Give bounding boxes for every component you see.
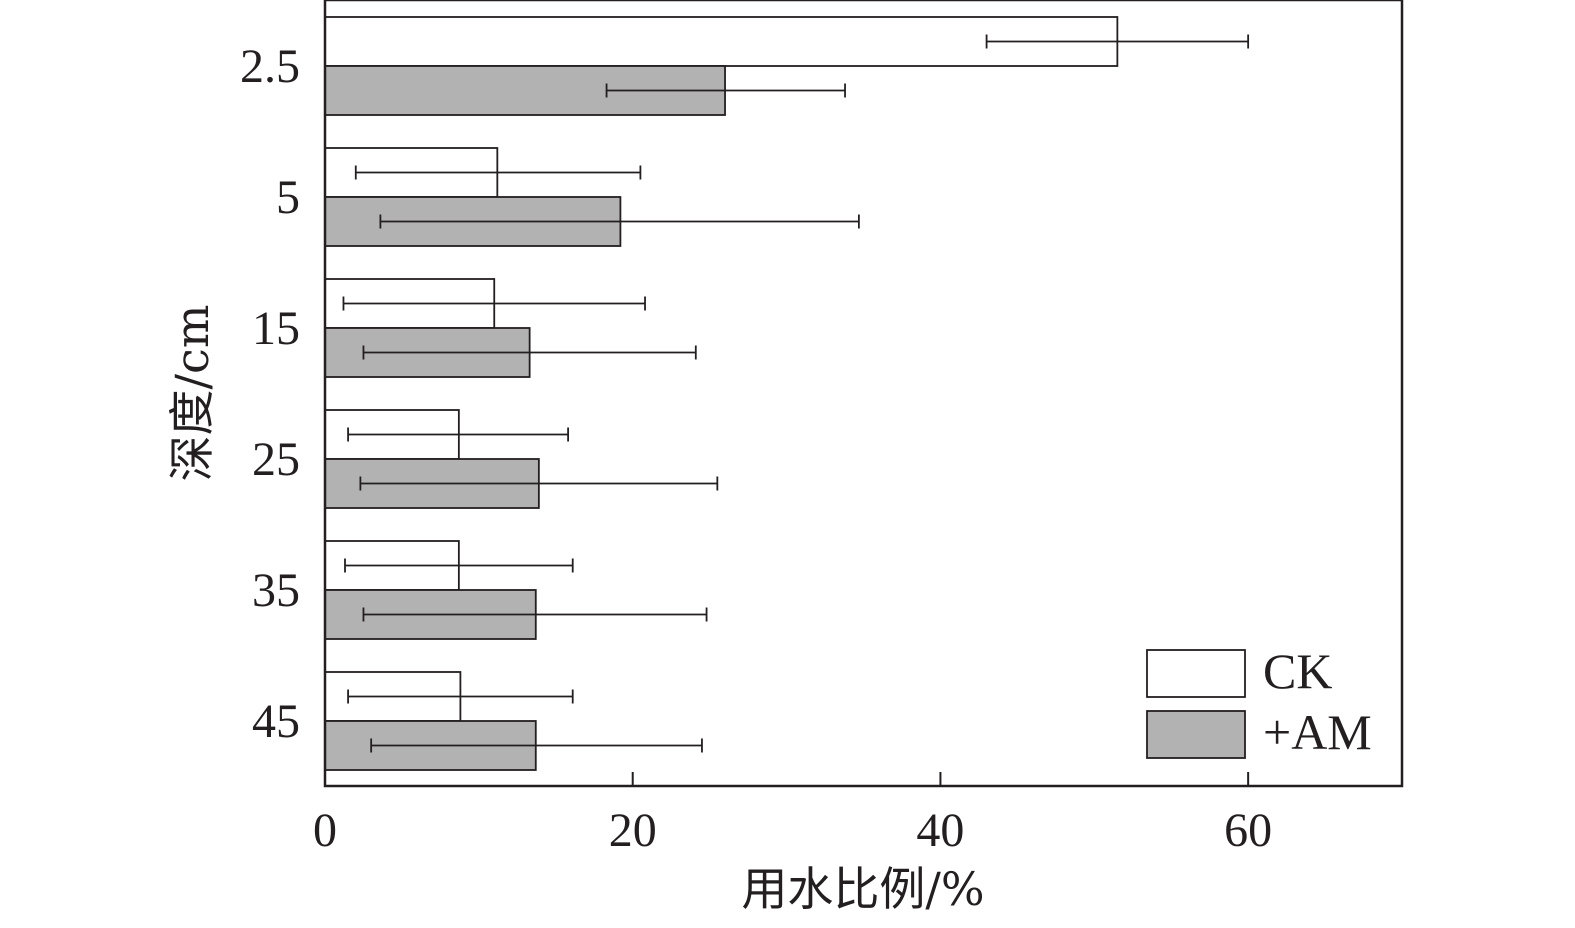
error-bar-ck-2.5 bbox=[985, 34, 1250, 49]
error-bar-am-2.5 bbox=[605, 83, 846, 98]
x-tick-label-0: 0 bbox=[313, 804, 337, 857]
y-tick-label-35: 35 bbox=[252, 564, 300, 617]
bars-layer bbox=[324, 16, 1119, 771]
y-tick-label-5: 5 bbox=[276, 171, 300, 224]
error-bar-ck-15 bbox=[342, 296, 646, 311]
error-bar-ck-25 bbox=[347, 427, 569, 442]
error-bar-ck-45 bbox=[347, 689, 574, 704]
plot-frame bbox=[323, 0, 1404, 788]
legend-swatch-ck bbox=[1146, 649, 1246, 698]
y-axis-title: 深度/cm bbox=[165, 305, 219, 482]
y-tick-label-15: 15 bbox=[252, 302, 300, 355]
legend: CK+AM bbox=[1146, 643, 1372, 760]
x-tick-label-60: 60 bbox=[1224, 804, 1272, 857]
error-bar-ck-5 bbox=[354, 165, 642, 180]
error-bar-ck-35 bbox=[344, 558, 574, 573]
error-bar-am-5 bbox=[379, 214, 860, 229]
y-tick-label-45: 45 bbox=[252, 695, 300, 748]
error-bar-am-25 bbox=[359, 476, 719, 491]
error-bar-am-15 bbox=[362, 345, 697, 360]
error-bars-layer bbox=[342, 34, 1250, 753]
x-axis: 0 20 40 60 bbox=[313, 772, 1272, 857]
error-bar-am-45 bbox=[370, 738, 703, 753]
y-axis: 2.5 5 15 25 35 45 bbox=[240, 40, 300, 748]
x-tick-label-20: 20 bbox=[609, 804, 657, 857]
bar-ck-2.5 bbox=[324, 16, 1119, 67]
y-tick-label-25: 25 bbox=[252, 433, 300, 486]
y-tick-label-2.5: 2.5 bbox=[240, 40, 300, 93]
legend-label-am: +AM bbox=[1263, 704, 1372, 760]
legend-swatch-am bbox=[1146, 710, 1246, 759]
x-tick-label-40: 40 bbox=[916, 804, 964, 857]
legend-label-ck: CK bbox=[1263, 643, 1332, 699]
x-axis-title: 用水比例/% bbox=[741, 862, 984, 916]
error-bar-am-35 bbox=[362, 607, 708, 622]
